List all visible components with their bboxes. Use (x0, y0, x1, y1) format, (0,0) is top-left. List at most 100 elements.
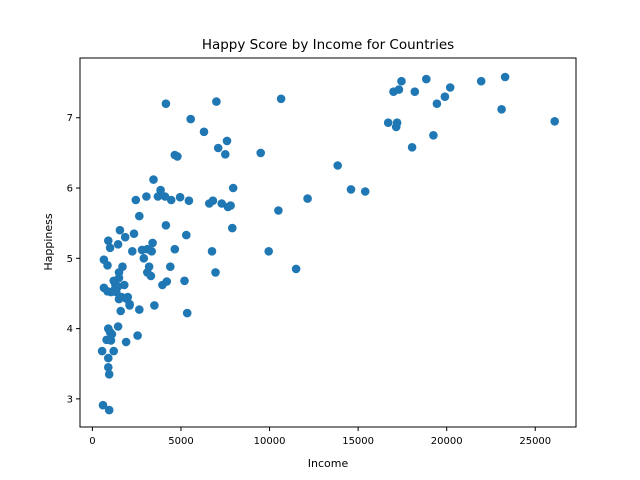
data-point (109, 346, 118, 356)
axes-frame (79, 57, 577, 428)
data-point (98, 400, 108, 410)
data-point (133, 331, 142, 340)
data-point (113, 322, 123, 331)
data-point (125, 301, 134, 310)
x-tick-label: 25000 (519, 436, 551, 447)
data-point (182, 230, 191, 240)
data-point (162, 277, 172, 286)
data-point (128, 247, 137, 256)
data-point (276, 94, 286, 104)
data-point (118, 262, 127, 272)
data-point (208, 196, 218, 205)
data-point (120, 232, 130, 242)
data-point (394, 85, 404, 94)
data-point (104, 363, 113, 372)
data-point (429, 131, 438, 140)
data-point (166, 262, 175, 272)
data-point (156, 185, 165, 195)
data-point (131, 195, 141, 205)
data-point (407, 143, 417, 152)
y-axis: 3 4 5 6 7 (67, 113, 80, 405)
x-tick-label: 20000 (431, 436, 463, 447)
data-point (148, 238, 157, 248)
data-point (135, 211, 144, 221)
data-point (113, 240, 123, 249)
data-point (207, 247, 217, 256)
data-point (410, 87, 420, 96)
data-point (149, 175, 158, 184)
data-point (333, 161, 343, 170)
data-points (97, 72, 559, 415)
data-point (147, 247, 156, 256)
data-point (346, 185, 356, 194)
data-point (184, 196, 194, 205)
y-tick-label: 5 (67, 254, 73, 265)
x-tick-label: 0 (89, 436, 95, 447)
data-point (211, 268, 220, 277)
data-point (105, 243, 115, 253)
data-point (161, 221, 171, 230)
data-point (476, 76, 486, 86)
data-point (97, 346, 107, 356)
data-point (139, 253, 149, 263)
data-point (115, 225, 125, 235)
data-point (212, 97, 221, 106)
data-point (440, 92, 450, 101)
y-tick-label: 6 (67, 184, 73, 195)
data-point (135, 305, 144, 314)
data-point (274, 206, 283, 215)
data-point (221, 150, 230, 159)
data-point (106, 336, 116, 345)
y-tick-label: 7 (67, 113, 73, 124)
data-point (180, 276, 189, 286)
data-point (112, 287, 121, 297)
data-point (222, 136, 232, 146)
data-point (391, 122, 401, 132)
y-axis-label: Happiness (42, 213, 55, 271)
data-point (264, 247, 274, 256)
x-tick-label: 15000 (342, 436, 374, 447)
data-point (103, 261, 112, 270)
data-point (500, 72, 510, 82)
data-point (104, 370, 114, 379)
data-point (166, 195, 176, 205)
data-point (150, 301, 159, 310)
data-point (123, 292, 133, 302)
data-point (397, 76, 406, 86)
data-point (432, 99, 442, 108)
data-point (303, 194, 312, 203)
data-point (550, 117, 559, 126)
chart-title: Happy Score by Income for Countries (202, 37, 454, 53)
data-point (182, 308, 192, 318)
data-point (226, 201, 235, 210)
data-point (213, 143, 223, 153)
x-axis: 0 5000 10000 15000 20000 25000 (89, 427, 551, 447)
data-point (109, 276, 118, 286)
plot-area: 0 5000 10000 15000 20000 25000 3 4 5 6 7 (67, 57, 577, 447)
data-point (497, 105, 506, 114)
data-point (445, 83, 455, 92)
x-tick-label: 5000 (168, 436, 193, 447)
data-point (228, 223, 237, 233)
data-point (146, 271, 156, 281)
data-point (199, 127, 209, 137)
data-point (170, 244, 180, 254)
data-point (104, 405, 114, 415)
data-point (175, 192, 185, 202)
data-point (129, 229, 139, 238)
x-axis-label: Income (308, 457, 349, 470)
data-point (144, 262, 154, 272)
data-point (161, 99, 171, 108)
data-point (104, 353, 113, 363)
data-point (422, 74, 431, 84)
data-point (186, 114, 195, 124)
y-tick-label: 3 (67, 394, 73, 405)
data-point (142, 192, 151, 201)
data-point (173, 152, 182, 161)
data-point (228, 183, 238, 193)
data-point (104, 324, 113, 333)
data-point (256, 148, 266, 158)
y-tick-label: 4 (67, 324, 73, 335)
